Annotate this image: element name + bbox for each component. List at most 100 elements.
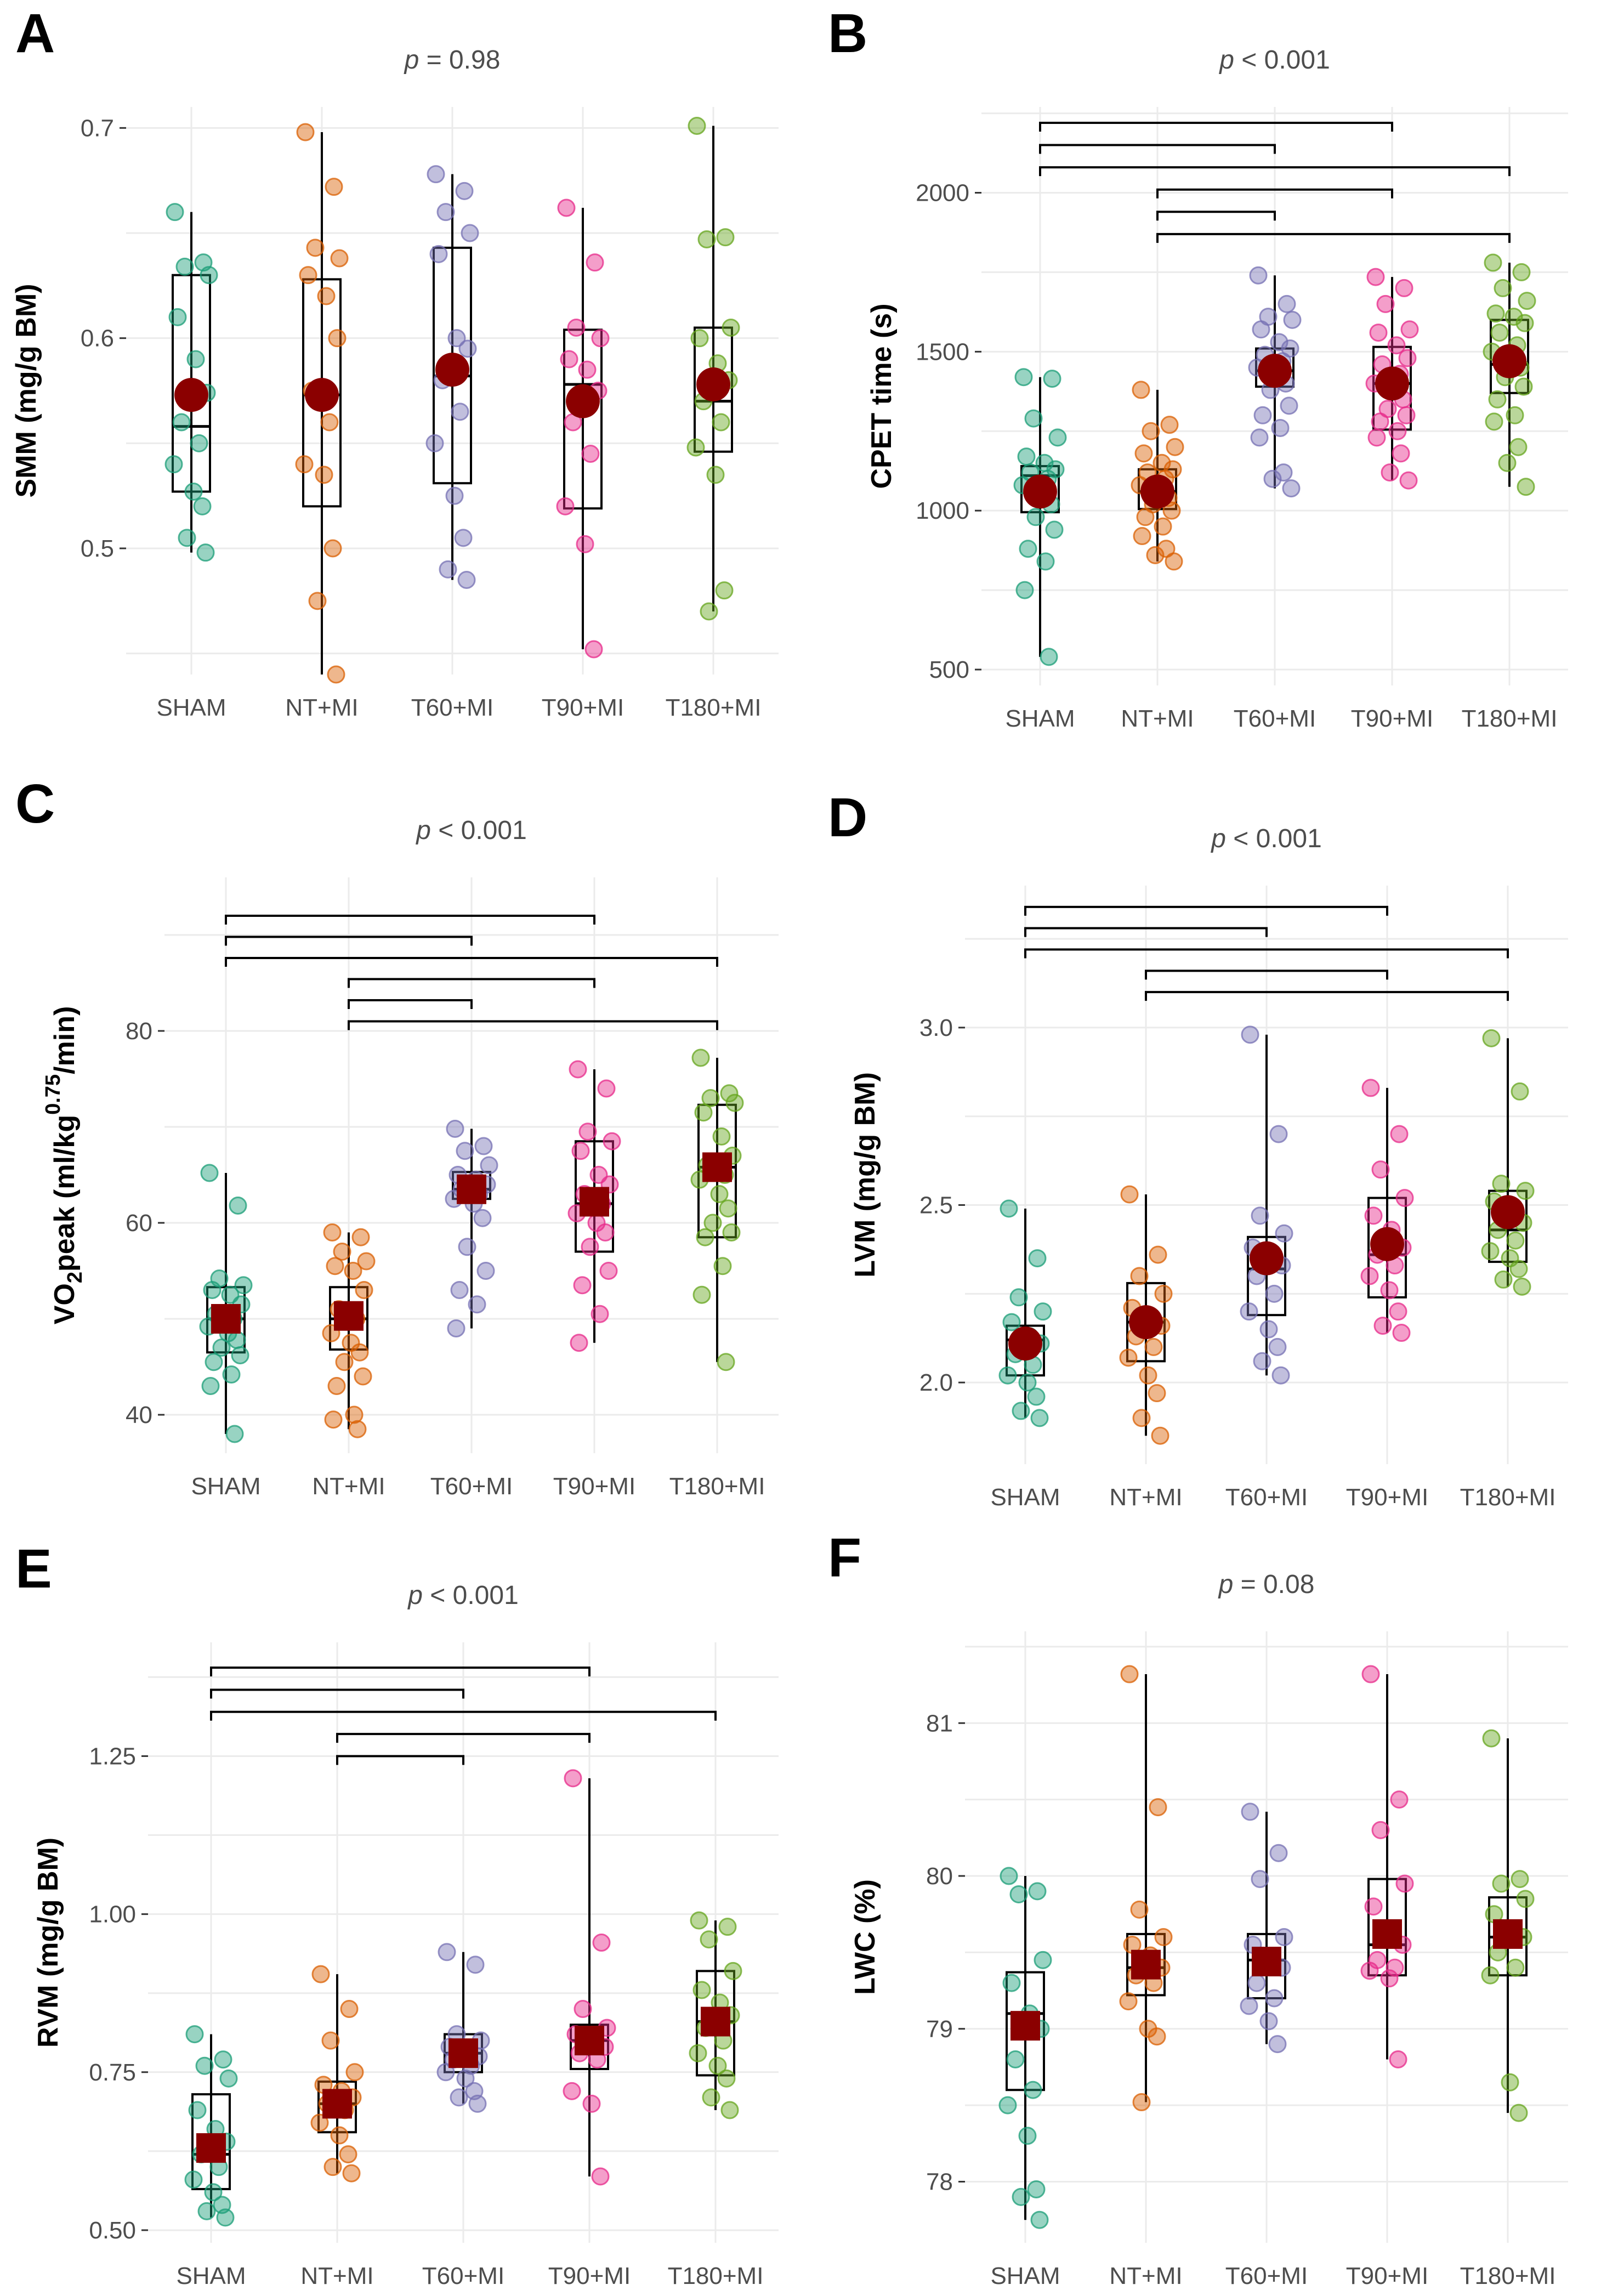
mean-marker (449, 2038, 478, 2068)
mean-marker (1492, 344, 1526, 378)
mean-marker (580, 1187, 609, 1217)
data-point (716, 228, 735, 247)
data-point (1018, 2127, 1037, 2145)
group-t90-mi (1360, 1665, 1414, 2068)
group-t90-mi (567, 1060, 621, 1352)
y-tick-label: 79 (926, 2016, 953, 2043)
data-point (335, 1353, 354, 1371)
iqr-box (317, 2080, 357, 2134)
data-point (204, 2183, 223, 2202)
data-point (1389, 2050, 1407, 2068)
data-point (582, 2094, 601, 2113)
p-value-text: < 0.001 (1226, 824, 1322, 853)
y-tick-label: 1500 (916, 338, 969, 365)
x-category-label: T180+MI (1462, 705, 1558, 732)
mean-marker (1370, 1227, 1404, 1261)
data-point (703, 1214, 722, 1232)
data-point (694, 1103, 713, 1122)
data-point (1381, 463, 1399, 482)
ylabel-subscript: 2 (64, 1272, 87, 1283)
mean-marker (334, 1301, 364, 1331)
data-point (1002, 1974, 1021, 1992)
group-t60-mi (445, 1120, 498, 1337)
data-point (1271, 418, 1290, 437)
significance-bracket (1024, 948, 1509, 959)
data-point (1492, 1175, 1511, 1193)
y-tick-label: 500 (929, 656, 969, 683)
group-sham (184, 2025, 238, 2227)
mean-marker (696, 367, 730, 401)
data-point (712, 413, 730, 432)
data-point (1392, 444, 1410, 463)
data-point (1142, 422, 1160, 440)
data-point (1514, 377, 1533, 396)
mean-marker (1010, 2011, 1040, 2041)
data-point (197, 2202, 216, 2220)
data-point (569, 1060, 587, 1079)
y-tick-label: 80 (126, 1018, 152, 1045)
x-category-label: NT+MI (300, 2263, 373, 2289)
data-point (1149, 1798, 1167, 1817)
mean-marker (575, 2026, 604, 2056)
data-point (708, 2056, 727, 2075)
mean-marker (1372, 1919, 1402, 1949)
iqr-box (1372, 345, 1412, 431)
data-point (323, 1223, 342, 1241)
data-point (1130, 1900, 1149, 1919)
significance-bracket (1156, 233, 1511, 243)
data-point (1494, 1270, 1513, 1289)
data-point (1247, 1974, 1266, 1992)
mean-marker (1140, 474, 1174, 509)
group-nt-mi (1119, 1665, 1173, 2112)
ylabel-superscript: 0.75 (42, 1074, 65, 1115)
data-point (591, 2167, 610, 2186)
data-point (710, 1185, 729, 1203)
mean-marker (1252, 1947, 1281, 1977)
x-category-label: T180+MI (666, 694, 762, 721)
data-point (190, 434, 208, 452)
data-point (234, 1276, 253, 1295)
y-tick-label: 1.00 (89, 1901, 136, 1928)
p-value-text: < 0.001 (431, 816, 527, 845)
data-point (1241, 1025, 1259, 1044)
data-point (456, 1142, 474, 1160)
data-point (1390, 1125, 1409, 1143)
data-point (1012, 2187, 1030, 2206)
data-point (427, 165, 445, 184)
iqr-box (570, 2023, 609, 2071)
panel-letter: D (828, 787, 867, 848)
data-point (186, 350, 205, 369)
significance-bracket (1024, 927, 1268, 937)
data-point (712, 1127, 731, 1146)
data-point (1259, 2012, 1278, 2031)
data-point (1151, 1426, 1169, 1445)
data-point (1028, 1882, 1047, 1901)
data-point (203, 1281, 222, 1299)
mean-marker (322, 2089, 352, 2119)
data-point (200, 1164, 219, 1182)
data-point (1506, 1231, 1525, 1250)
data-point (328, 329, 347, 348)
data-point (1009, 1885, 1028, 1903)
data-point (1509, 2104, 1528, 2122)
data-point (701, 1089, 720, 1107)
data-point (1017, 447, 1036, 466)
data-point (1485, 412, 1503, 431)
data-point (1027, 1387, 1046, 1406)
data-point (1119, 1348, 1138, 1367)
data-point (330, 249, 349, 268)
data-point (1492, 1874, 1511, 1893)
data-point (321, 2031, 340, 2050)
data-point (720, 1084, 739, 1103)
mean-marker (1250, 1241, 1284, 1275)
data-point (1024, 409, 1043, 428)
p-symbol: p (404, 46, 419, 75)
data-point (1130, 1267, 1149, 1285)
significance-bracket (210, 1666, 591, 1677)
x-category-label: SHAM (990, 2263, 1060, 2289)
data-point (1043, 370, 1061, 388)
mean-marker (457, 1174, 486, 1204)
x-category-label: T180+MI (668, 2263, 764, 2289)
data-point (1000, 1867, 1018, 1885)
